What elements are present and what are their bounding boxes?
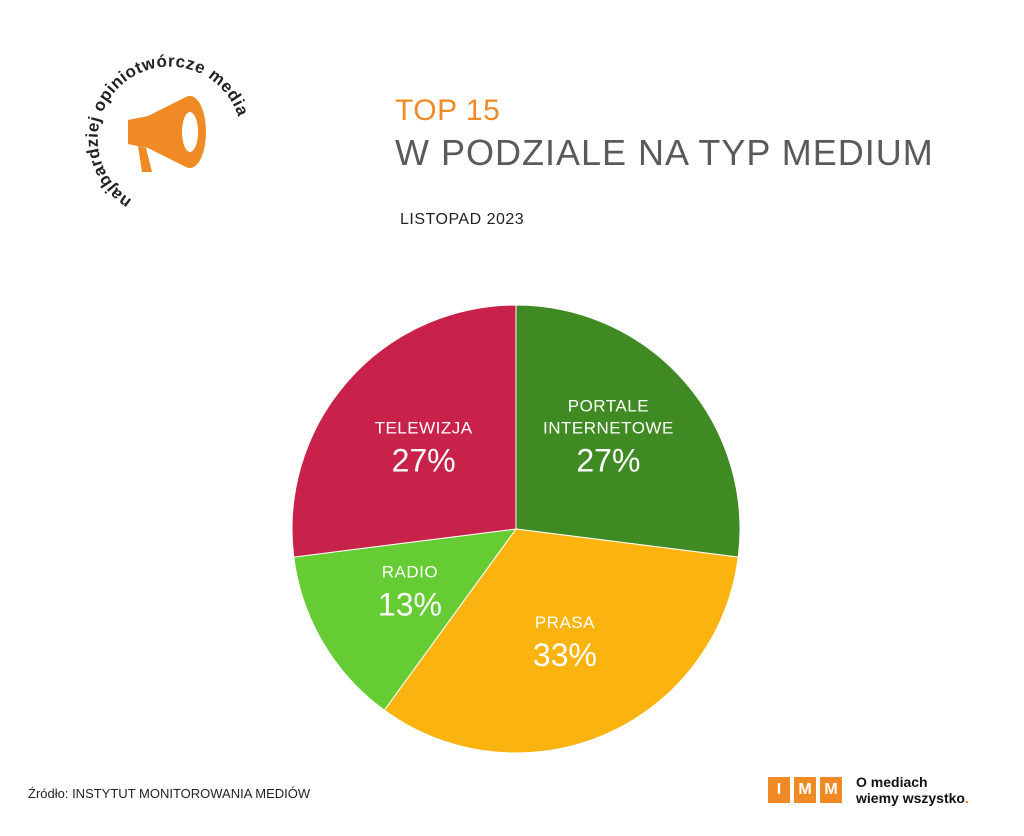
brand-letter-m1: M [794, 777, 816, 803]
slice-label-0-0: PORTALE [568, 397, 649, 416]
slice-value-3: 27% [392, 443, 456, 479]
source-note: Źródło: INSTYTUT MONITOROWANIA MEDIÓW [28, 786, 311, 801]
slice-value-1: 33% [533, 637, 597, 673]
imm-brand: I M M O mediach wiemy wszystko. [768, 774, 969, 806]
brand-tagline-line1: O mediach [856, 774, 928, 790]
slice-label-0-1: INTERNETOWE [543, 419, 674, 438]
slice-value-2: 13% [378, 587, 442, 623]
brand-letter-i: I [768, 777, 790, 803]
slice-label-1-0: PRASA [535, 613, 595, 632]
logo-badge: najbardziej opiniotwórcze media [83, 52, 253, 213]
slice-label-3-0: TELEWIZJA [375, 419, 473, 438]
pie-slice-1 [383, 528, 739, 754]
brand-tagline: O mediach wiemy wszystko. [856, 774, 969, 806]
brand-letter-m2: M [820, 777, 842, 803]
megaphone-icon [128, 96, 206, 172]
pie-slice-3 [291, 304, 517, 558]
chart-period: LISTOPAD 2023 [400, 211, 525, 228]
chart-title: W PODZIALE NA TYP MEDIUM [395, 132, 934, 173]
brand-tagline-dot: . [964, 790, 969, 806]
brand-tagline-line2: wiemy wszystko [856, 790, 965, 806]
chart-title-top: TOP 15 [395, 94, 501, 127]
slice-value-0: 27% [576, 443, 640, 479]
pie-slice-2 [293, 528, 518, 711]
pie-slice-0 [515, 304, 741, 558]
slice-label-2-0: RADIO [382, 563, 438, 582]
